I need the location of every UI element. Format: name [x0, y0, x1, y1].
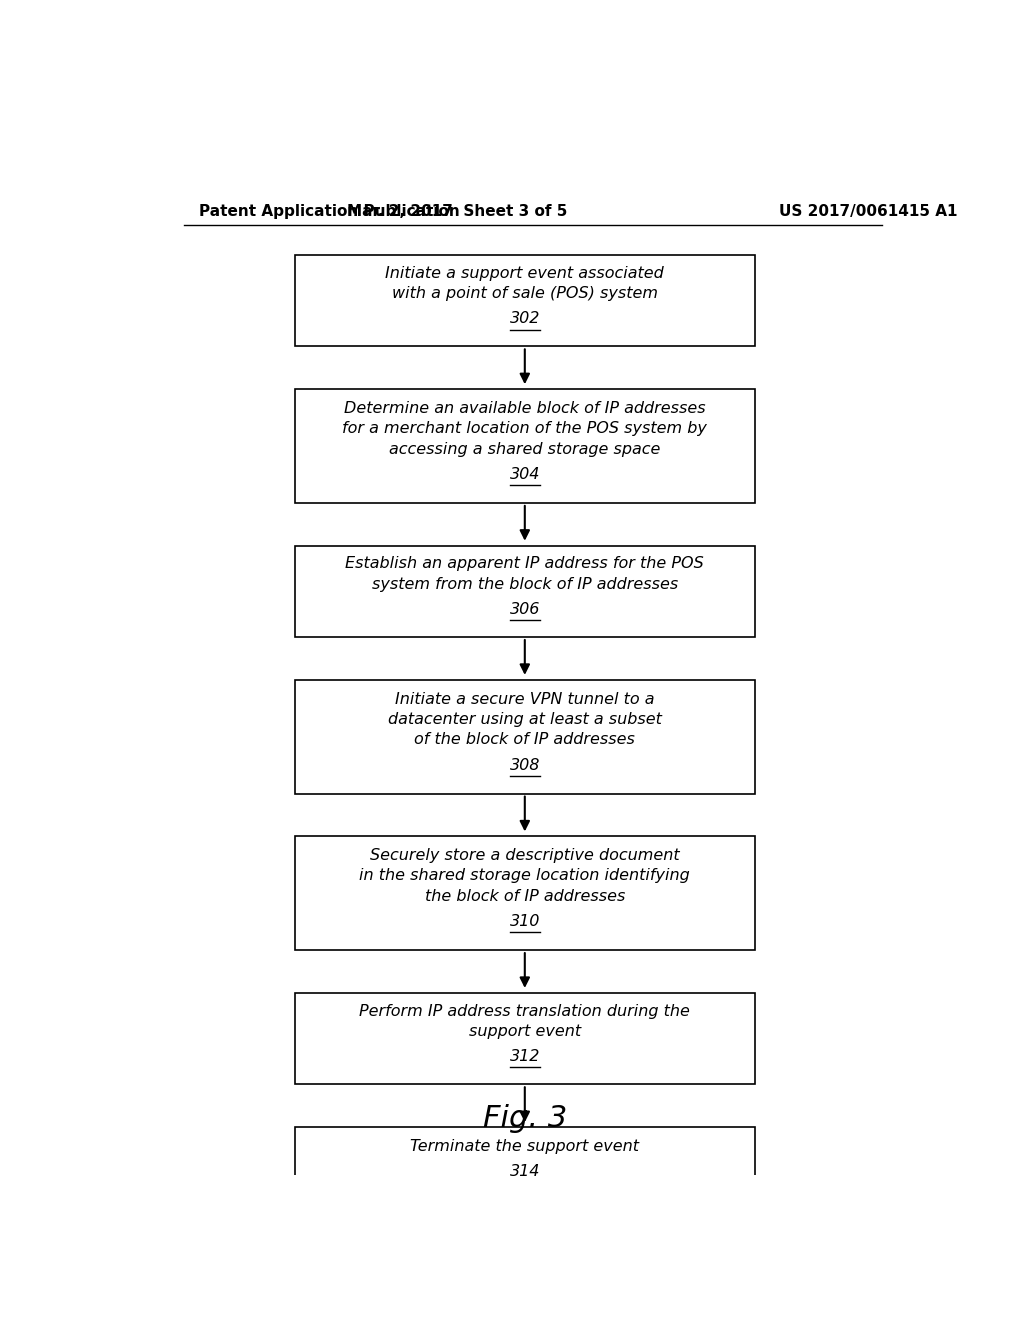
Text: for a merchant location of the POS system by: for a merchant location of the POS syste…	[342, 421, 708, 437]
Text: datacenter using at least a subset: datacenter using at least a subset	[388, 711, 662, 727]
Text: 302: 302	[510, 312, 540, 326]
FancyBboxPatch shape	[295, 255, 755, 346]
FancyBboxPatch shape	[295, 680, 755, 793]
Text: accessing a shared storage space: accessing a shared storage space	[389, 442, 660, 457]
Text: of the block of IP addresses: of the block of IP addresses	[415, 733, 635, 747]
Text: Securely store a descriptive document: Securely store a descriptive document	[370, 849, 680, 863]
Text: Mar. 2, 2017  Sheet 3 of 5: Mar. 2, 2017 Sheet 3 of 5	[347, 205, 567, 219]
Text: the block of IP addresses: the block of IP addresses	[425, 888, 625, 904]
Text: 308: 308	[510, 758, 540, 772]
Text: US 2017/0061415 A1: US 2017/0061415 A1	[778, 205, 957, 219]
Text: support event: support event	[469, 1024, 581, 1039]
Text: 310: 310	[510, 915, 540, 929]
Text: with a point of sale (POS) system: with a point of sale (POS) system	[392, 286, 657, 301]
Text: 314: 314	[510, 1164, 540, 1179]
Text: Terminate the support event: Terminate the support event	[411, 1139, 639, 1154]
FancyBboxPatch shape	[295, 993, 755, 1084]
Text: Determine an available block of IP addresses: Determine an available block of IP addre…	[344, 401, 706, 416]
FancyBboxPatch shape	[295, 837, 755, 950]
Text: 312: 312	[510, 1049, 540, 1064]
Text: Patent Application Publication: Patent Application Publication	[200, 205, 460, 219]
Text: Fig. 3: Fig. 3	[482, 1105, 567, 1134]
Text: 304: 304	[510, 467, 540, 482]
Text: 306: 306	[510, 602, 540, 618]
FancyBboxPatch shape	[295, 545, 755, 638]
Text: Initiate a support event associated: Initiate a support event associated	[385, 265, 665, 281]
Text: Perform IP address translation during the: Perform IP address translation during th…	[359, 1003, 690, 1019]
Text: in the shared storage location identifying: in the shared storage location identifyi…	[359, 869, 690, 883]
Text: Initiate a secure VPN tunnel to a: Initiate a secure VPN tunnel to a	[395, 692, 654, 706]
Text: system from the block of IP addresses: system from the block of IP addresses	[372, 577, 678, 591]
FancyBboxPatch shape	[295, 389, 755, 503]
Text: Establish an apparent IP address for the POS: Establish an apparent IP address for the…	[345, 557, 705, 572]
FancyBboxPatch shape	[295, 1127, 755, 1200]
